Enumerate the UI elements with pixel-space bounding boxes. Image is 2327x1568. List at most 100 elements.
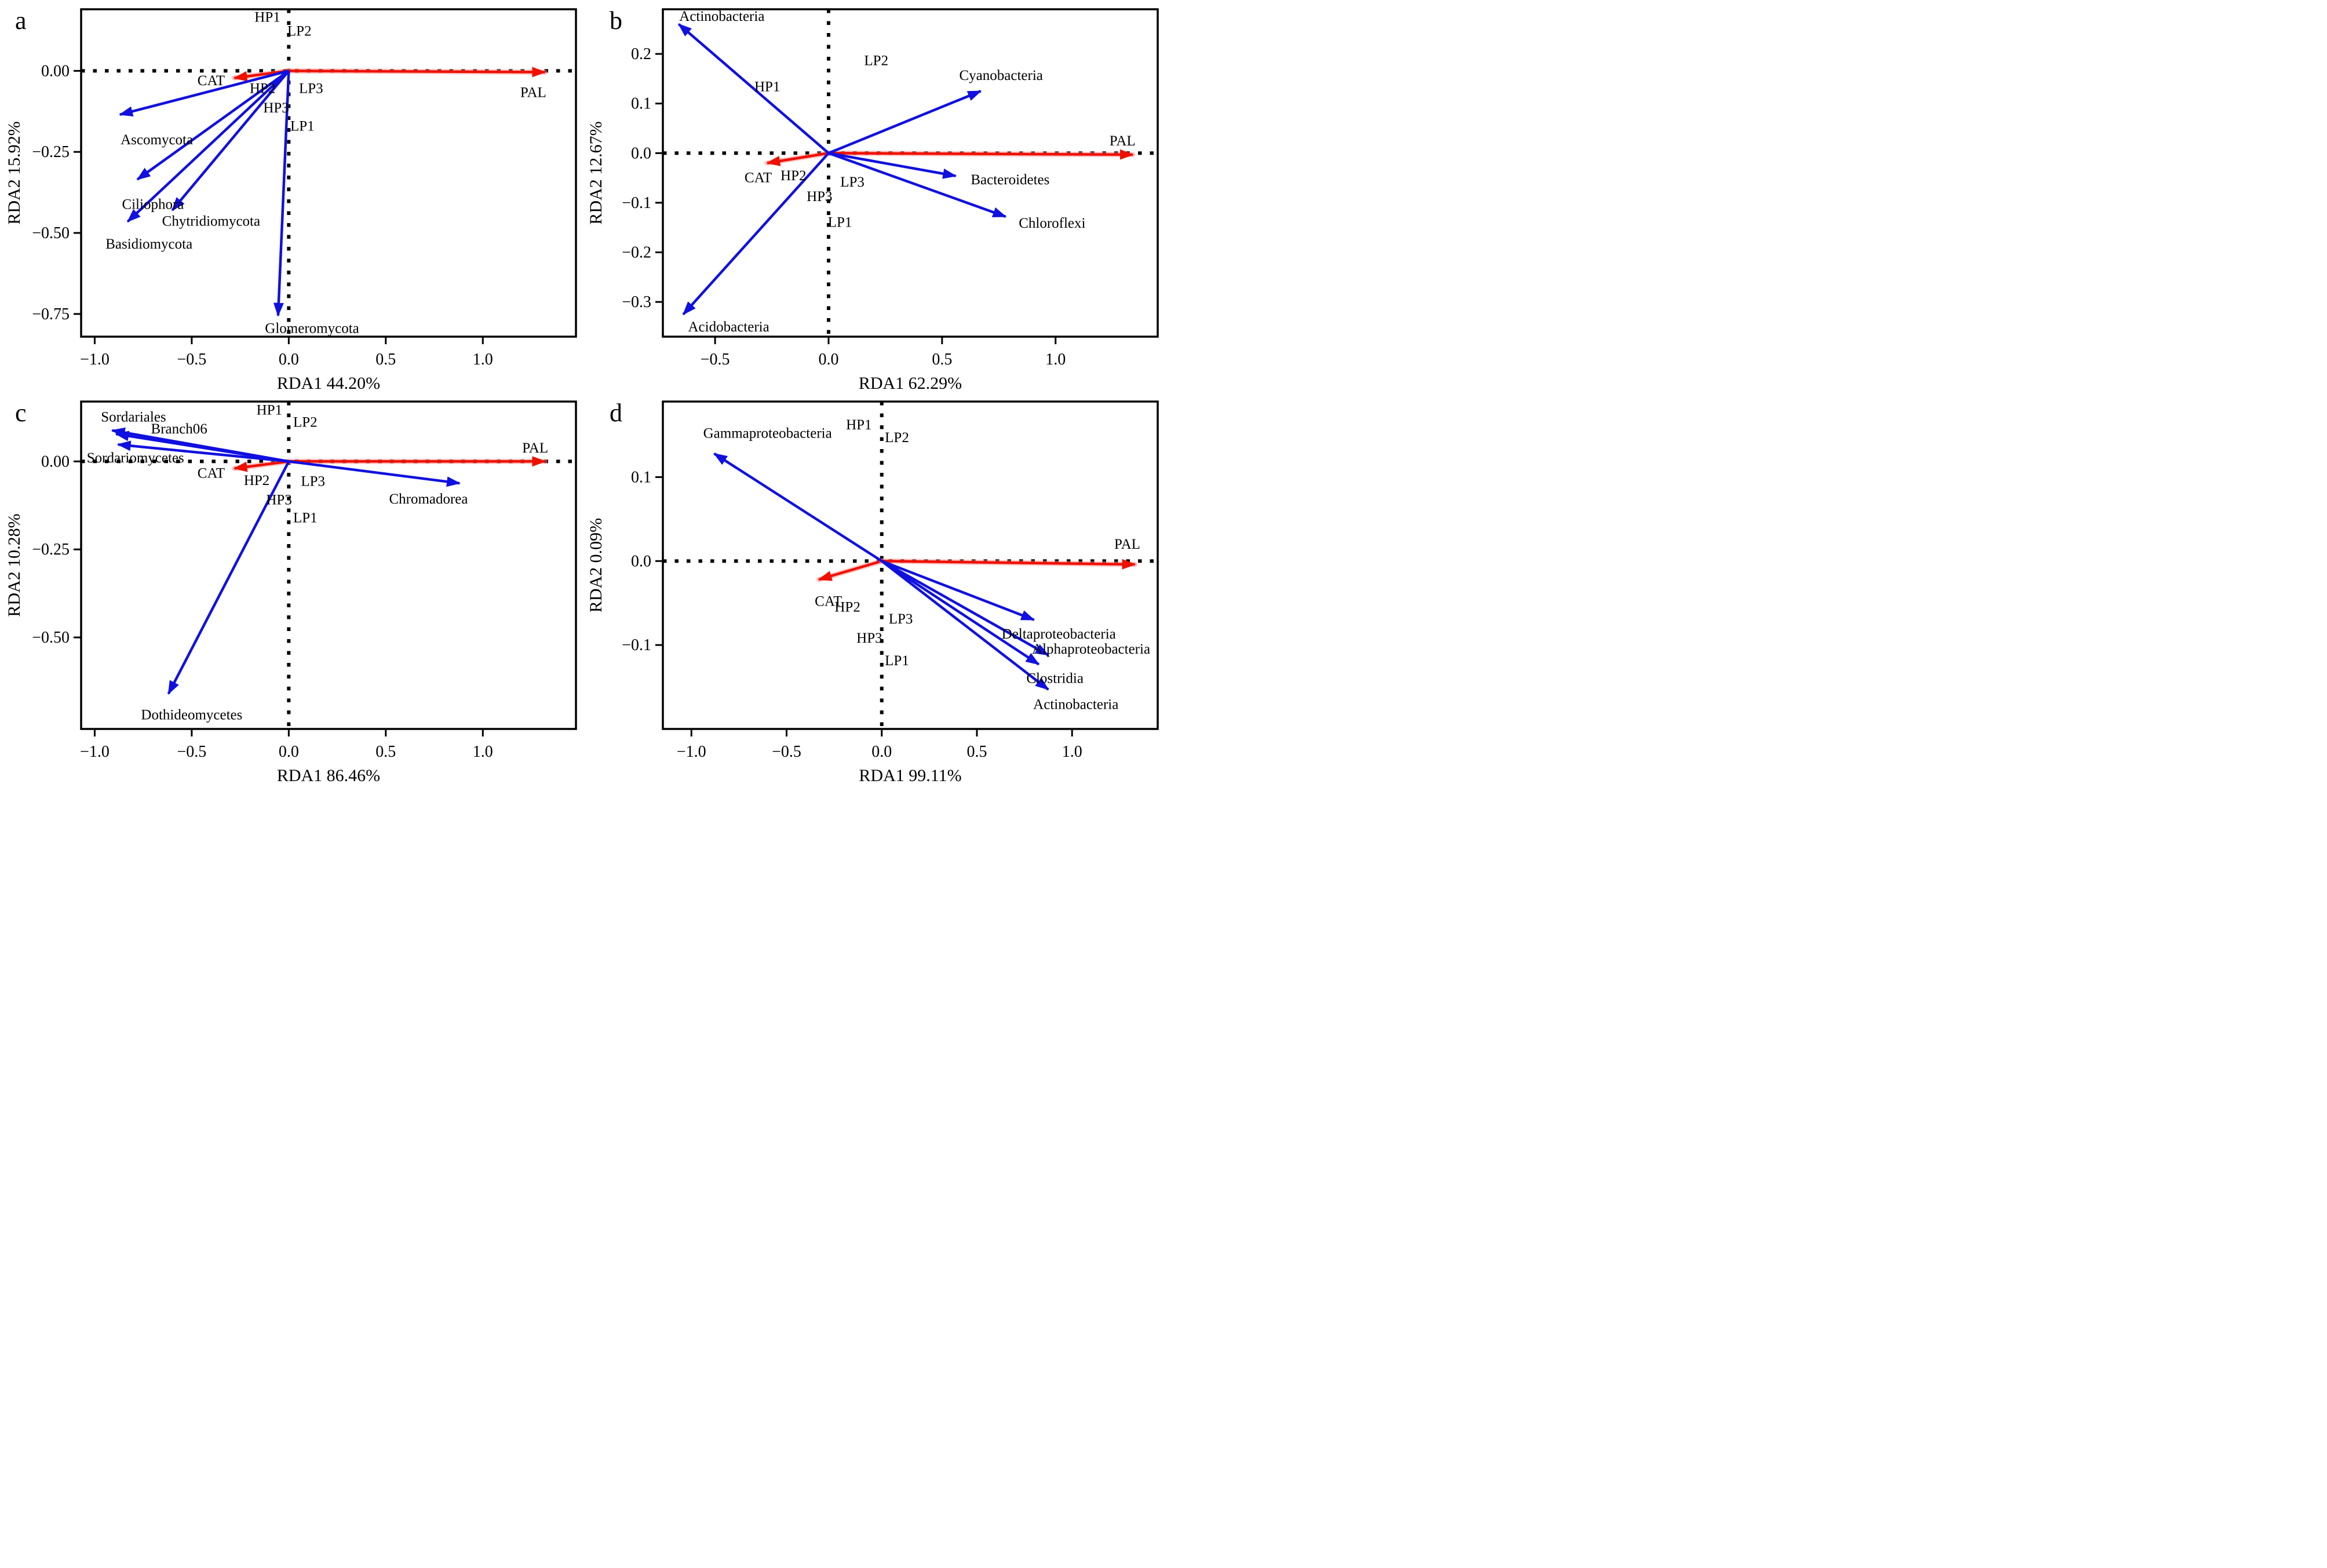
sample-label-LP2: LP2 (287, 23, 312, 39)
species-arrow-Ascomycota (119, 70, 289, 116)
panel-background (582, 0, 1164, 392)
y-tick-label: −0.1 (622, 194, 651, 212)
sample-label-HP1: HP1 (846, 417, 871, 433)
rda-panel-a: −1.0 −0.5 0.0 0.5 1.0 0.00 −0.25 −0.50 −0.75 RDA1… (0, 0, 582, 392)
x-tick-label: 1.0 (1062, 743, 1082, 761)
sample-label-HP3: HP3 (856, 630, 882, 646)
x-tick-label: 0.5 (375, 351, 396, 369)
sample-label-HP2: HP2 (250, 81, 275, 96)
y-tick-label: −0.3 (622, 293, 651, 311)
sample-label-LP1: LP1 (828, 214, 852, 230)
env-label-PAL: PAL (522, 440, 548, 456)
x-tick-label: 0.0 (279, 743, 299, 761)
env-label-PAL: PAL (520, 85, 546, 101)
species-label-Bacteroidetes: Bacteroidetes (971, 172, 1049, 188)
species-label-Chytridiomycota: Chytridiomycota (162, 214, 260, 229)
species-label-Ascomycota: Ascomycota (121, 132, 193, 148)
y-tick-label: −0.50 (32, 629, 70, 647)
x-tick-label: 1.0 (1045, 351, 1066, 369)
panel-background (582, 392, 1164, 785)
species-arrow-Clostridia (881, 560, 1040, 666)
rda-figure-grid: −1.0 −0.5 0.0 0.5 1.0 0.00 −0.25 −0.50 −0.75 RDA1… (0, 0, 1164, 785)
panel-letter: d (610, 399, 622, 427)
plot-border (662, 8, 1159, 338)
species-arrow-Glomeromycota (273, 71, 290, 317)
env-label-CAT: CAT (198, 466, 225, 482)
env-arrow-PAL (828, 149, 1134, 160)
species-label-Alphaproteobacteria: Alphaproteobacteria (1032, 641, 1150, 657)
sample-label-LP2: LP2 (293, 415, 318, 431)
y-tick-label: −0.25 (32, 541, 70, 559)
panel-background (0, 0, 582, 392)
species-label-Actinobacteria: Actinobacteria (1033, 697, 1118, 713)
x-axis-label: RDA1 99.11% (859, 766, 961, 785)
species-label-Basidiomycota: Basidiomycota (105, 236, 192, 252)
env-label-CAT: CAT (815, 593, 842, 609)
rda-plot-c: −1.0 −0.5 0.0 0.5 1.0 0.00 −0.25 −0.50 RDA1 86.4… (0, 392, 582, 785)
panel-background (0, 392, 582, 785)
x-tick-label: −0.5 (772, 743, 801, 761)
sample-label-LP3: LP3 (301, 474, 325, 490)
species-arrow-Bacteroidetes (828, 152, 957, 179)
species-label-Branch06: Branch06 (151, 421, 207, 437)
species-label-Chloroflexi: Chloroflexi (1019, 216, 1085, 231)
sample-label-HP1: HP1 (257, 402, 282, 418)
x-tick-label: −1.0 (677, 743, 706, 761)
plot-border (80, 8, 577, 338)
sample-label-LP2: LP2 (864, 53, 888, 68)
env-arrow-CAT (818, 560, 882, 581)
species-arrow-Branch06 (115, 431, 289, 463)
y-tick-label: −0.75 (32, 305, 70, 323)
sample-label-HP1: HP1 (754, 79, 780, 95)
x-tick-label: 1.0 (473, 743, 493, 761)
species-label-Deltaproteobacteria: Deltaproteobacteria (1002, 626, 1116, 642)
sample-label-HP2: HP2 (834, 599, 860, 615)
y-tick-label: 0.1 (631, 468, 651, 486)
species-arrow-Acidobacteria (682, 152, 830, 315)
sample-label-HP3: HP3 (807, 189, 832, 205)
species-arrow-Chytridiomycota (171, 70, 290, 212)
species-label-Gammaproteobacteria: Gammaproteobacteria (703, 426, 832, 442)
x-tick-label: 0.0 (279, 351, 299, 369)
y-tick-label: −0.2 (622, 243, 651, 261)
env-arrow-PAL (289, 67, 546, 78)
env-label-CAT: CAT (745, 170, 772, 185)
env-arrow-PAL (881, 559, 1136, 570)
sample-label-LP3: LP3 (299, 81, 323, 96)
species-label-Sordariomycetes: Sordariomycetes (87, 450, 184, 466)
plot-border (662, 400, 1159, 730)
y-tick-label: −0.1 (622, 636, 651, 654)
y-tick-label: 0.2 (631, 45, 651, 63)
species-label-Acidobacteria: Acidobacteria (688, 319, 769, 335)
sample-label-HP2: HP2 (244, 473, 269, 488)
x-tick-label: 1.0 (473, 351, 493, 369)
species-arrow-Chloroflexi (828, 152, 1007, 218)
y-axis-label: RDA2 15.92% (5, 121, 24, 224)
x-tick-label: −1.0 (80, 351, 110, 369)
x-tick-label: −1.0 (80, 743, 110, 761)
sample-label-HP1: HP1 (254, 9, 280, 25)
x-tick-label: −0.5 (177, 743, 206, 761)
x-axis-label: RDA1 44.20% (277, 374, 380, 392)
panel-letter: b (610, 6, 622, 35)
species-label-Sordariales: Sordariales (101, 410, 166, 425)
sample-label-HP2: HP2 (780, 168, 806, 184)
plot-border (80, 400, 577, 730)
env-label-PAL: PAL (1110, 133, 1136, 149)
species-arrow-Gammaproteobacteria (713, 452, 882, 563)
x-tick-label: −0.5 (701, 351, 730, 369)
species-arrow-Chromadorea (289, 460, 461, 487)
panel-letter: c (15, 399, 27, 427)
y-axis-label: RDA2 12.67% (586, 121, 606, 224)
species-label-Ciliophora: Ciliophora (122, 197, 184, 213)
env-arrow-CAT (233, 460, 289, 472)
x-axis-label: RDA1 86.46% (277, 766, 380, 785)
species-arrow-Alphaproteobacteria (881, 560, 1049, 657)
species-arrow-Cyanobacteria (828, 90, 982, 155)
species-arrow-Dothideomycetes (167, 461, 290, 695)
y-tick-label: −0.50 (32, 224, 70, 242)
rda-plot-d: −1.0 −0.5 0.0 0.5 1.0 0.1 0.0 −0.1 RDA1 99.11% RD… (582, 392, 1164, 785)
species-arrow-Basidiomycota (126, 70, 290, 223)
sample-label-HP3: HP3 (266, 492, 291, 508)
env-label-PAL: PAL (1114, 537, 1140, 552)
